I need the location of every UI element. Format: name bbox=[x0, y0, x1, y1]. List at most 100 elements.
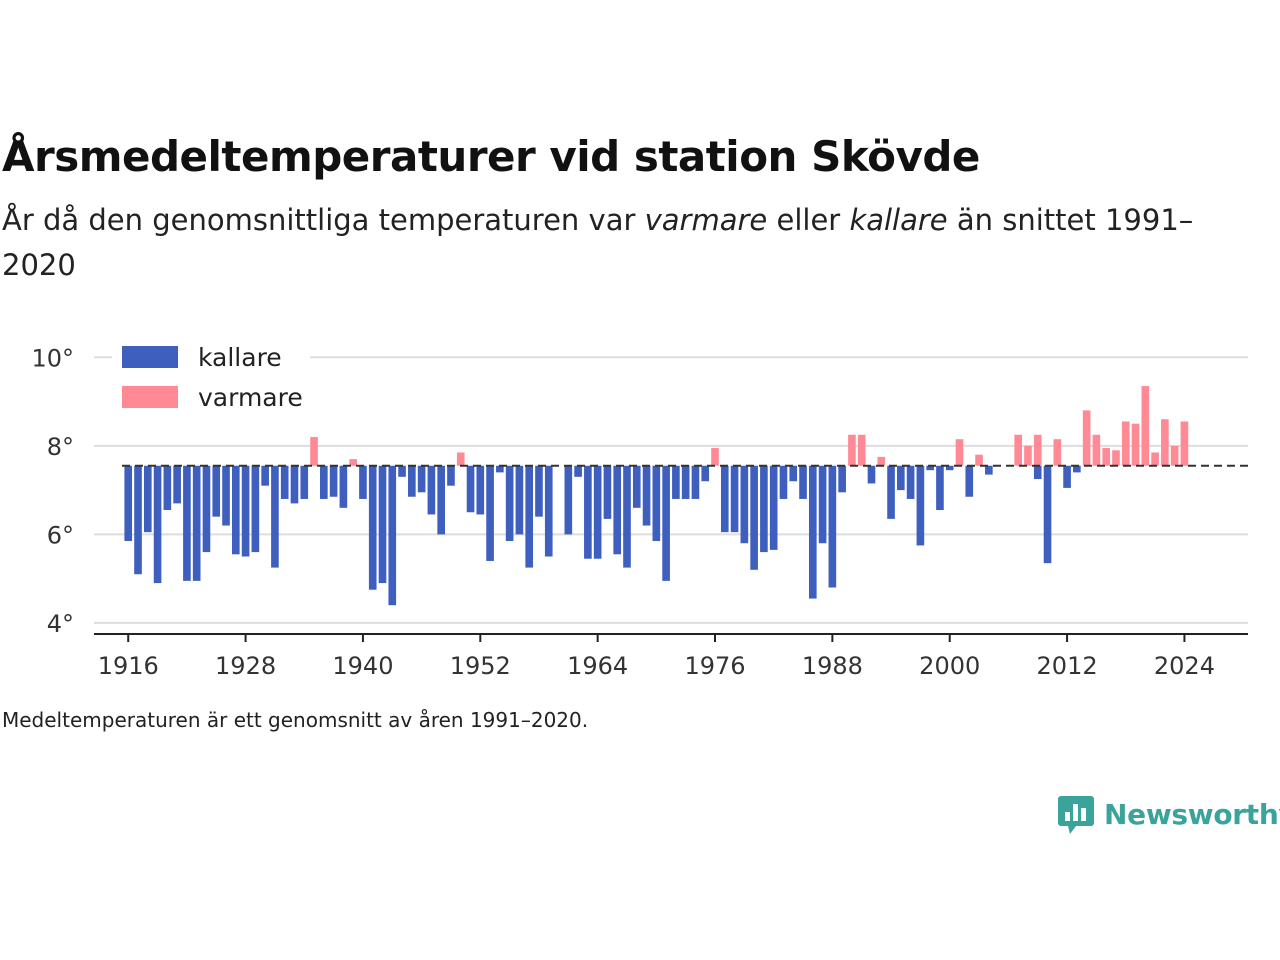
cold-bar bbox=[789, 465, 798, 482]
warm-bar bbox=[1024, 445, 1032, 466]
x-tick-label: 1916 bbox=[98, 652, 159, 680]
cold-bar bbox=[769, 465, 778, 550]
cold-bar bbox=[427, 465, 436, 515]
cold-bar bbox=[720, 465, 729, 533]
cold-bar bbox=[486, 465, 494, 561]
cold-bar bbox=[945, 465, 954, 471]
warm-bar bbox=[1131, 423, 1140, 466]
warm-bar bbox=[1102, 448, 1111, 466]
cold-bar bbox=[544, 465, 553, 557]
warm-bar bbox=[1092, 434, 1101, 466]
cold-bar bbox=[701, 465, 710, 482]
warm-bar bbox=[1161, 419, 1169, 466]
cold-bar bbox=[124, 465, 133, 542]
cold-bar bbox=[574, 465, 582, 477]
cold-bar bbox=[965, 465, 974, 497]
cold-bar bbox=[642, 465, 651, 526]
y-tick-label: 6° bbox=[47, 521, 74, 549]
warm-bar bbox=[1082, 410, 1091, 466]
x-tick-label: 2000 bbox=[919, 652, 980, 680]
legend-label: varmare bbox=[198, 383, 303, 412]
cold-bar bbox=[261, 465, 269, 486]
cold-bar bbox=[730, 465, 739, 533]
cold-bar bbox=[300, 465, 309, 499]
subtitle-part3: än snittet 1991–2020 bbox=[2, 203, 1194, 282]
warm-bar bbox=[310, 436, 318, 466]
cold-bar bbox=[378, 465, 387, 584]
cold-bar bbox=[359, 465, 367, 499]
warm-bar bbox=[1180, 421, 1189, 466]
x-tick-label: 2024 bbox=[1154, 652, 1215, 680]
cold-bar bbox=[525, 465, 534, 568]
cold-bar bbox=[231, 465, 240, 555]
brand-name: Newsworthy bbox=[1104, 797, 1280, 831]
cold-bar bbox=[779, 465, 788, 499]
cold-bar bbox=[672, 465, 680, 499]
warm-bar bbox=[877, 456, 886, 466]
chart-title: Årsmedeltemperaturer vid station Skövde bbox=[2, 132, 980, 181]
cold-bar bbox=[408, 465, 416, 497]
cold-bar bbox=[613, 465, 622, 555]
cold-bar bbox=[183, 465, 191, 581]
y-tick-label: 10° bbox=[31, 344, 74, 372]
cold-bar bbox=[1033, 465, 1042, 480]
cold-bar bbox=[515, 465, 524, 535]
warm-bar bbox=[456, 452, 465, 466]
cold-bar bbox=[750, 465, 758, 570]
cold-bar bbox=[173, 465, 181, 504]
warm-bar bbox=[975, 454, 983, 466]
cold-bar bbox=[437, 465, 445, 535]
x-tick-label: 1976 bbox=[684, 652, 745, 680]
subtitle-warm-word: varmare bbox=[644, 203, 768, 237]
warm-bar bbox=[1151, 452, 1159, 466]
warm-bar bbox=[349, 459, 357, 466]
cold-bar bbox=[926, 465, 934, 471]
subtitle-part2: eller bbox=[767, 203, 850, 237]
warm-bar bbox=[955, 439, 964, 466]
cold-bar bbox=[212, 465, 221, 517]
cold-bar bbox=[603, 465, 612, 519]
cold-bar bbox=[691, 465, 700, 499]
cold-bar bbox=[985, 465, 993, 475]
x-tick-label: 1940 bbox=[332, 652, 393, 680]
cold-bar bbox=[916, 465, 925, 546]
cold-bar bbox=[681, 465, 690, 499]
cold-bar bbox=[339, 465, 348, 508]
cold-bar bbox=[496, 465, 504, 473]
cold-bar bbox=[134, 465, 142, 575]
bars bbox=[124, 386, 1189, 606]
warm-bar bbox=[848, 434, 856, 466]
cold-bar bbox=[1073, 465, 1081, 473]
cold-bar bbox=[740, 465, 749, 544]
newsworthy-logo-icon bbox=[1058, 796, 1094, 834]
cold-bar bbox=[202, 465, 211, 553]
cold-bar bbox=[222, 465, 230, 526]
cold-bar bbox=[417, 465, 426, 493]
cold-bar bbox=[828, 465, 837, 588]
warm-bar bbox=[1141, 386, 1150, 466]
x-tick-label: 1964 bbox=[567, 652, 628, 680]
y-tick-label: 4° bbox=[47, 610, 74, 638]
chart-footnote: Medeltemperaturen är ett genomsnitt av å… bbox=[2, 708, 589, 732]
cold-bar bbox=[271, 465, 279, 568]
cold-bar bbox=[535, 465, 543, 517]
cold-bar bbox=[153, 465, 162, 584]
warm-bar bbox=[857, 434, 866, 466]
cold-bar bbox=[652, 465, 661, 542]
warm-bar bbox=[1033, 434, 1042, 466]
x-tick-label: 2012 bbox=[1037, 652, 1098, 680]
cold-bar bbox=[1043, 465, 1052, 564]
warm-bar bbox=[1170, 445, 1179, 466]
newsworthy-brand[interactable]: Newsworthy bbox=[1058, 790, 1280, 838]
cold-bar bbox=[466, 465, 475, 513]
legend: kallare varmare bbox=[112, 338, 310, 430]
cold-bar bbox=[192, 465, 201, 581]
legend-swatch bbox=[122, 386, 178, 408]
cold-bar bbox=[887, 465, 895, 519]
cold-bar bbox=[290, 465, 299, 504]
cold-bar bbox=[799, 465, 807, 499]
cold-bar bbox=[368, 465, 377, 590]
x-tick-label: 1928 bbox=[215, 652, 276, 680]
warm-bar bbox=[1053, 439, 1062, 466]
cold-bar bbox=[280, 465, 289, 499]
